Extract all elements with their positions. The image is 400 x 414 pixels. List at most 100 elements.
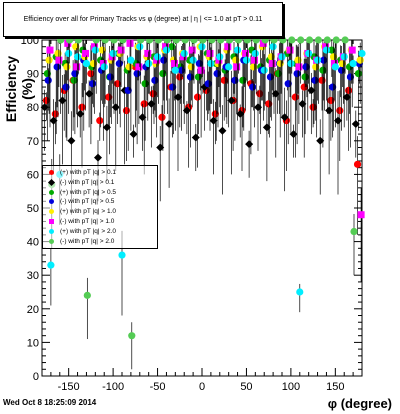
data-point: [262, 123, 271, 132]
data-point: [117, 46, 125, 54]
x-tick-label: -50: [150, 381, 166, 393]
data-point: [133, 70, 141, 78]
data-point: [293, 70, 301, 78]
data-point: [298, 99, 307, 108]
chart-title: Efficiency over all for Primary Tracks v…: [3, 2, 283, 37]
data-point: [65, 36, 74, 44]
data-point: [47, 261, 55, 269]
data-point: [76, 109, 85, 118]
data-point: [49, 116, 58, 125]
data-point: [340, 53, 348, 61]
data-point: [325, 106, 334, 115]
data-point: [316, 136, 325, 145]
data-point: [336, 106, 344, 115]
data-point: [227, 96, 236, 105]
y-tick-label: 30: [27, 270, 39, 282]
data-point: [44, 76, 52, 84]
data-point: [357, 211, 365, 219]
legend-marker: [47, 178, 56, 186]
data-point: [91, 46, 99, 54]
data-point: [109, 49, 117, 58]
data-point: [358, 49, 366, 58]
data-point: [252, 36, 260, 44]
data-point: [334, 116, 342, 125]
data-point: [55, 56, 63, 64]
legend-marker: [49, 189, 54, 195]
data-point: [89, 80, 97, 88]
data-point: [354, 70, 363, 78]
data-point: [242, 56, 251, 64]
legend-entry: (+) with pT |q| > 0.5: [43, 188, 157, 197]
data-point: [197, 66, 205, 74]
data-point: [54, 49, 62, 58]
data-point: [174, 93, 182, 102]
data-point: [129, 130, 138, 139]
legend-marker: [49, 228, 54, 234]
x-tick-label: -100: [102, 381, 124, 393]
data-point: [153, 53, 162, 61]
data-point: [188, 46, 196, 54]
data-point: [147, 99, 156, 108]
data-point: [100, 63, 108, 71]
legend: (+) with pT |q| > 0.1 (-) with pT |q| > 0…: [42, 165, 158, 249]
data-point: [162, 46, 171, 54]
data-point: [144, 49, 152, 57]
data-point: [126, 39, 134, 47]
data-point: [245, 140, 254, 149]
data-point: [305, 36, 314, 44]
data-point: [158, 113, 166, 121]
data-point: [154, 36, 163, 44]
data-point: [341, 36, 349, 44]
legend-marker: [49, 219, 54, 224]
data-point: [101, 36, 109, 44]
data-point: [122, 106, 131, 115]
x-tick-label: 50: [240, 381, 252, 393]
data-point: [348, 46, 356, 54]
data-point: [270, 36, 278, 44]
data-point: [163, 36, 171, 44]
data-point: [297, 36, 305, 44]
data-point: [73, 63, 81, 71]
y-tick-label: 70: [27, 136, 39, 148]
timestamp: Wed Oct 8 18:25:09 2014: [3, 398, 97, 407]
data-point: [314, 36, 323, 44]
y-tick-label: 20: [27, 304, 39, 316]
data-point: [65, 49, 73, 58]
data-point: [67, 136, 76, 145]
legend-entry: (+) with pT |q| > 0.1: [43, 168, 157, 177]
data-point: [260, 66, 268, 74]
data-point: [165, 120, 174, 128]
data-point: [234, 36, 243, 44]
data-point: [216, 53, 224, 61]
data-point: [199, 36, 207, 44]
legend-marker: [49, 170, 54, 175]
data-point: [250, 56, 258, 64]
y-axis-label: Efficiency (%): [3, 55, 35, 123]
data-point: [288, 36, 296, 44]
data-point: [140, 100, 148, 108]
data-point: [128, 332, 136, 340]
data-point: [193, 93, 202, 101]
data-point: [242, 49, 250, 57]
data-point: [243, 36, 251, 44]
data-point: [138, 113, 147, 122]
data-point: [118, 251, 126, 259]
data-point: [291, 93, 299, 101]
data-point: [189, 56, 197, 64]
data-point: [78, 103, 86, 111]
data-point: [74, 36, 83, 44]
data-point: [278, 53, 286, 61]
data-point: [217, 36, 225, 44]
legend-label: (-) with pT |q| > 0.1: [60, 178, 115, 186]
data-point: [268, 60, 276, 68]
legend-entry: (-) with pT |q| > 1.0: [43, 217, 157, 226]
data-point: [331, 63, 339, 71]
data-point: [342, 93, 351, 102]
data-point: [269, 43, 277, 51]
data-point: [96, 117, 104, 125]
data-point: [295, 63, 303, 71]
x-axis-label: φ (degree): [327, 396, 392, 411]
data-point: [286, 46, 294, 54]
legend-label: (+) with pT |q| > 0.5: [60, 188, 117, 196]
data-point: [73, 53, 82, 61]
